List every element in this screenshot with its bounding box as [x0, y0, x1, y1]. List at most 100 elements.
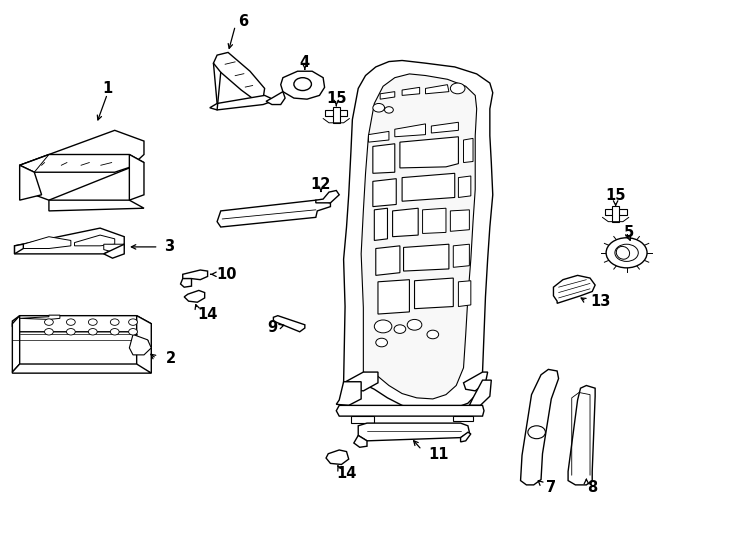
Text: 14: 14	[197, 307, 218, 321]
Text: 10: 10	[217, 267, 237, 282]
Circle shape	[376, 338, 388, 347]
Polygon shape	[361, 74, 476, 399]
Polygon shape	[316, 191, 339, 203]
Text: 15: 15	[326, 91, 346, 106]
Circle shape	[67, 328, 76, 335]
Polygon shape	[103, 244, 124, 251]
Polygon shape	[75, 235, 115, 246]
Polygon shape	[12, 316, 20, 372]
Circle shape	[88, 328, 97, 335]
Text: 9: 9	[267, 320, 277, 335]
Polygon shape	[210, 96, 270, 110]
Polygon shape	[432, 122, 459, 133]
Text: 13: 13	[591, 294, 611, 309]
Polygon shape	[404, 244, 449, 271]
Text: 1: 1	[102, 81, 112, 96]
Polygon shape	[423, 208, 446, 233]
Circle shape	[374, 320, 392, 333]
Circle shape	[88, 319, 97, 325]
Polygon shape	[402, 87, 420, 96]
Text: 7: 7	[546, 480, 556, 495]
Polygon shape	[12, 364, 151, 373]
Polygon shape	[214, 52, 265, 101]
Polygon shape	[266, 92, 285, 105]
Polygon shape	[336, 406, 484, 416]
Polygon shape	[400, 137, 459, 168]
Circle shape	[528, 426, 545, 438]
Circle shape	[427, 330, 439, 339]
Polygon shape	[20, 165, 42, 200]
Polygon shape	[395, 124, 426, 137]
Circle shape	[407, 320, 422, 330]
Circle shape	[128, 328, 137, 335]
Polygon shape	[325, 111, 347, 116]
Polygon shape	[469, 380, 491, 406]
Polygon shape	[181, 279, 192, 287]
Circle shape	[67, 319, 76, 325]
Polygon shape	[461, 432, 470, 442]
Polygon shape	[336, 382, 361, 406]
Polygon shape	[20, 130, 144, 200]
Polygon shape	[376, 246, 400, 275]
Circle shape	[45, 319, 54, 325]
Polygon shape	[568, 386, 595, 485]
Polygon shape	[217, 200, 330, 227]
Polygon shape	[451, 210, 469, 231]
Polygon shape	[373, 179, 396, 207]
Polygon shape	[326, 450, 349, 464]
Polygon shape	[184, 291, 205, 302]
Polygon shape	[280, 71, 324, 99]
Circle shape	[128, 319, 137, 325]
Circle shape	[606, 238, 647, 268]
Polygon shape	[103, 244, 124, 258]
Polygon shape	[129, 334, 151, 355]
Polygon shape	[454, 244, 469, 267]
Polygon shape	[137, 316, 151, 373]
Polygon shape	[520, 369, 559, 485]
Text: 3: 3	[164, 239, 175, 254]
Polygon shape	[49, 200, 144, 211]
Polygon shape	[20, 315, 60, 320]
Polygon shape	[454, 416, 473, 422]
Text: 2: 2	[166, 351, 176, 366]
Polygon shape	[15, 228, 124, 254]
Polygon shape	[415, 278, 454, 309]
Polygon shape	[605, 210, 627, 215]
Polygon shape	[393, 208, 418, 237]
Polygon shape	[344, 372, 378, 391]
Polygon shape	[373, 144, 395, 173]
Polygon shape	[351, 416, 374, 423]
Text: 11: 11	[429, 447, 449, 462]
Polygon shape	[612, 206, 619, 221]
Polygon shape	[368, 131, 389, 142]
Polygon shape	[344, 60, 493, 411]
Polygon shape	[378, 280, 410, 314]
Polygon shape	[380, 92, 395, 99]
Circle shape	[615, 244, 639, 261]
Polygon shape	[333, 107, 340, 123]
Text: 14: 14	[336, 465, 357, 481]
Polygon shape	[273, 316, 305, 332]
Polygon shape	[12, 316, 151, 332]
Polygon shape	[553, 275, 595, 303]
Polygon shape	[358, 423, 469, 441]
Polygon shape	[23, 237, 71, 248]
Circle shape	[45, 328, 54, 335]
Polygon shape	[374, 208, 388, 240]
Circle shape	[110, 328, 119, 335]
Polygon shape	[459, 281, 470, 307]
Circle shape	[394, 325, 406, 333]
Polygon shape	[426, 85, 449, 94]
Circle shape	[373, 104, 385, 112]
Circle shape	[294, 78, 311, 91]
Text: 4: 4	[299, 55, 310, 70]
Polygon shape	[354, 435, 367, 447]
Circle shape	[385, 107, 393, 113]
Polygon shape	[183, 270, 208, 280]
Circle shape	[451, 83, 465, 94]
Text: 6: 6	[238, 14, 248, 29]
Polygon shape	[459, 176, 470, 198]
Polygon shape	[129, 154, 144, 200]
Text: 15: 15	[606, 188, 626, 204]
Polygon shape	[464, 138, 473, 163]
